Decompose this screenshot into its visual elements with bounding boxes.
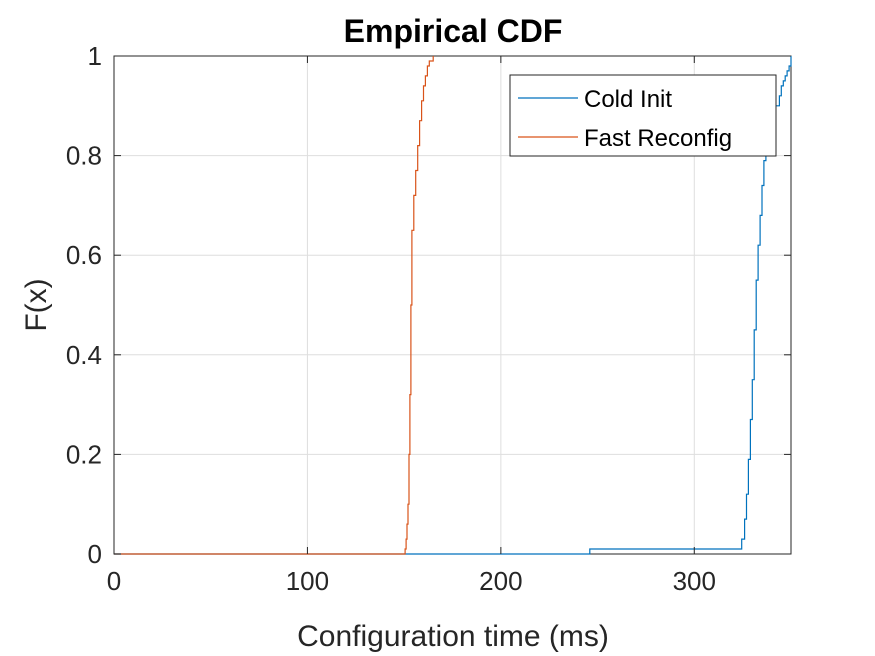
series-lines xyxy=(114,56,792,555)
x-tick-label: 0 xyxy=(107,566,121,596)
y-tick-label: 1 xyxy=(88,41,102,71)
series-line-fast-reconfig xyxy=(114,56,434,555)
x-tick-label: 300 xyxy=(673,566,716,596)
legend-label-fast-reconfig: Fast Reconfig xyxy=(584,125,732,152)
legend-label-cold-init: Cold Init xyxy=(584,86,672,113)
x-axis-label: Configuration time (ms) xyxy=(297,620,609,653)
y-tick-label: 0.6 xyxy=(66,240,102,270)
chart-title: Empirical CDF xyxy=(344,13,563,49)
y-axis-ticks: 0 0.2 0.4 0.6 0.8 1 xyxy=(66,41,791,569)
x-axis-ticks: 0 100 200 300 xyxy=(107,56,716,596)
legend: Cold Init Fast Reconfig xyxy=(509,74,777,157)
x-tick-label: 200 xyxy=(479,566,522,596)
y-tick-label: 0.4 xyxy=(66,340,102,370)
y-tick-label: 0.8 xyxy=(66,141,102,171)
legend-box xyxy=(509,74,777,157)
series-line-cold-init xyxy=(114,56,792,555)
y-tick-label: 0.2 xyxy=(66,439,102,469)
x-tick-label: 100 xyxy=(286,566,329,596)
y-tick-label: 0 xyxy=(88,539,102,569)
y-axis-label: F(x) xyxy=(20,278,53,331)
